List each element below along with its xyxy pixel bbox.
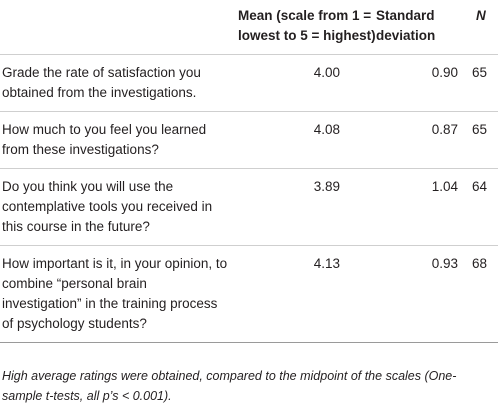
header-mean-line2: lowest to 5 = highest) [238,28,376,43]
row-question: Do you think you will use the contemplat… [0,168,234,246]
row-sd: 0.87 [370,111,468,169]
row-n: 68 [468,245,498,343]
row-sd: 0.90 [370,54,468,112]
header-mean-line1: Mean (scale from 1 = [238,8,372,23]
row-mean: 4.13 [234,245,370,343]
row-mean: 4.08 [234,111,370,169]
row-sd: 1.04 [370,168,468,246]
table-row: How much to you feel you learned from th… [0,111,498,169]
table-footnote: High average ratings were obtained, comp… [2,369,457,403]
header-sd-line1: Standard [376,8,435,23]
row-n: 64 [468,168,498,246]
row-mean: 4.00 [234,54,370,112]
header-row: Mean (scale from 1 = lowest to 5 = highe… [0,0,498,55]
row-mean: 3.89 [234,168,370,246]
row-sd: 0.93 [370,245,468,343]
table-header: Mean (scale from 1 = lowest to 5 = highe… [0,0,498,55]
table-body: Grade the rate of satisfaction you obtai… [0,54,498,343]
ratings-table: Mean (scale from 1 = lowest to 5 = highe… [0,0,498,343]
row-question: How important is it, in your opinion, to… [0,245,234,343]
row-question: Grade the rate of satisfaction you obtai… [0,54,234,112]
table-row: Grade the rate of satisfaction you obtai… [0,54,498,112]
header-sd-line2: deviation [376,28,436,43]
table-row: Do you think you will use the contemplat… [0,168,498,246]
row-question: How much to you feel you learned from th… [0,111,234,169]
row-n: 65 [468,111,498,169]
header-question [0,0,234,55]
header-n: N [468,0,498,55]
row-n: 65 [468,54,498,112]
header-mean: Mean (scale from 1 = lowest to 5 = highe… [234,0,376,55]
table-row: How important is it, in your opinion, to… [0,245,498,343]
header-sd: Standard deviation [370,0,468,55]
